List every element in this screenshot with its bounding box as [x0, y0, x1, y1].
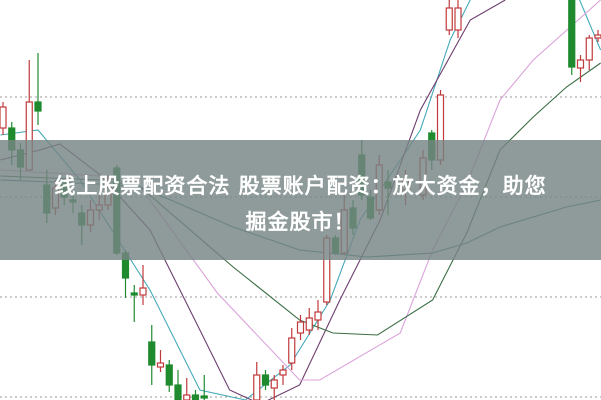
candle-body [270, 379, 278, 389]
candle-body [191, 394, 200, 400]
candle-body [183, 394, 191, 400]
title-line-2: 掘金股市！ [245, 210, 356, 234]
candle-body [0, 106, 7, 129]
candle-body [576, 59, 585, 69]
candle-up [314, 300, 322, 330]
candle-down [568, 0, 576, 75]
candle-up [594, 30, 601, 42]
candle-up [445, 0, 453, 35]
candle-up [253, 362, 261, 400]
candle-up [279, 365, 287, 385]
candle-body [296, 321, 305, 334]
candle-body [130, 292, 138, 296]
candle-body [174, 384, 182, 400]
candle-down [130, 285, 138, 322]
candle-up [139, 265, 147, 305]
candle-body [454, 7, 462, 31]
candle-body [594, 34, 601, 39]
candle-body [314, 311, 322, 321]
candle-up [156, 350, 165, 372]
title-line-1: 线上股票配资合法 股票账户配资：放大资金，助您 [54, 174, 547, 198]
candle-body [156, 362, 165, 368]
candle-up [576, 55, 585, 82]
candle-body [288, 337, 296, 364]
candle-down [34, 53, 42, 125]
candle-body [165, 364, 173, 386]
title-banner: 线上股票配资合法 股票账户配资：放大资金，助您 掘金股市！ [0, 140, 601, 260]
moving-average-line [579, 0, 601, 51]
candle-body [279, 369, 287, 376]
candle-body [34, 101, 42, 112]
candle-up [305, 308, 313, 335]
candle-up [296, 315, 305, 340]
candle-up [0, 102, 7, 135]
candle-down [191, 390, 200, 400]
candle-body [200, 395, 208, 399]
candle-down [200, 375, 208, 400]
candle-body [261, 374, 270, 386]
candle-body [445, 7, 453, 31]
candle-body [253, 374, 261, 400]
candle-up [288, 328, 296, 370]
candle-up [183, 378, 191, 400]
candle-down [174, 370, 182, 400]
candle-up [585, 35, 593, 70]
candle-body [568, 0, 576, 68]
candle-down [148, 325, 156, 385]
candle-up [454, 0, 462, 38]
candle-body [148, 341, 156, 366]
candle-body [585, 37, 593, 61]
candle-down [261, 370, 270, 390]
candle-body [305, 317, 313, 331]
candle-down [165, 360, 173, 392]
candle-body [139, 287, 147, 296]
candle-up [270, 375, 278, 400]
